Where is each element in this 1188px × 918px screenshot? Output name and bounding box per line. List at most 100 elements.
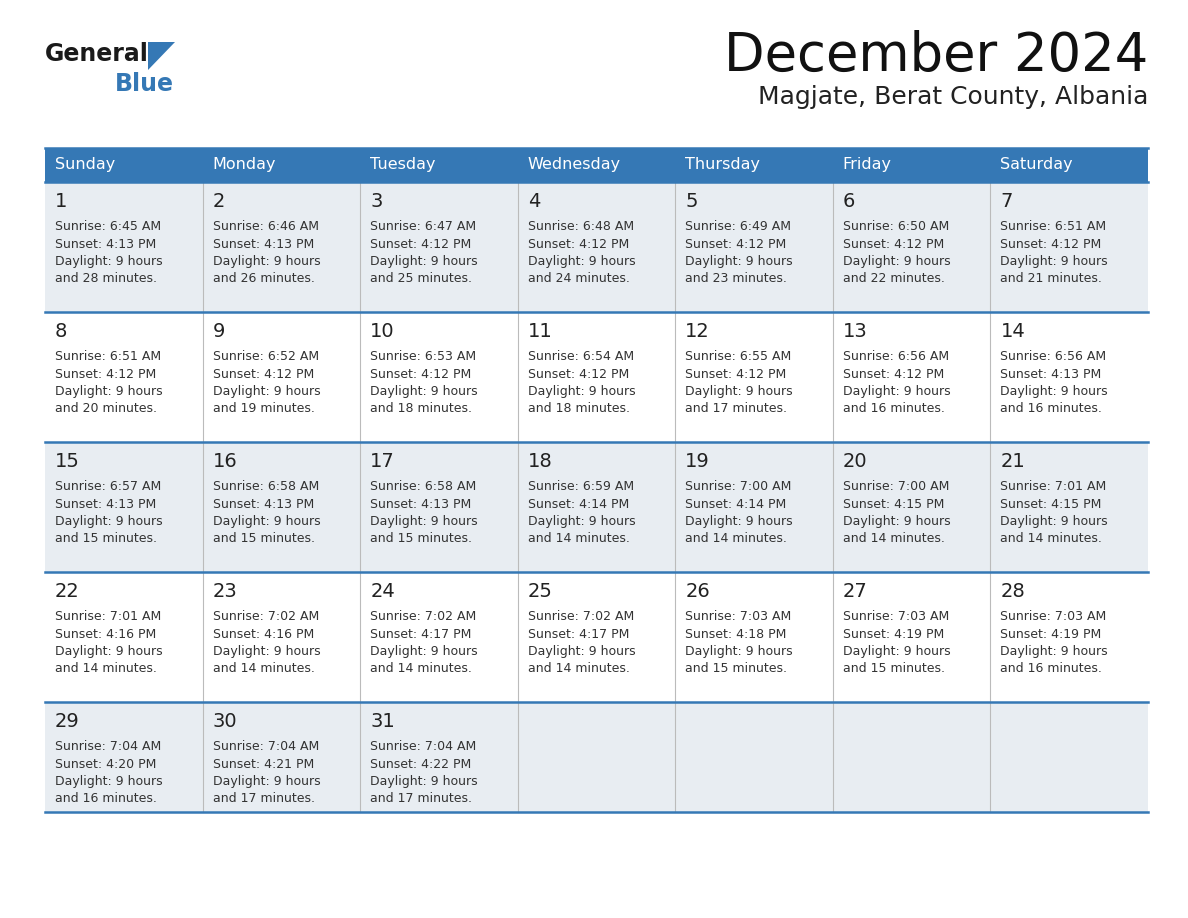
FancyBboxPatch shape	[45, 312, 203, 442]
Text: 10: 10	[371, 322, 394, 341]
FancyBboxPatch shape	[360, 312, 518, 442]
Text: Daylight: 9 hours: Daylight: 9 hours	[1000, 255, 1108, 268]
Text: Sunset: 4:13 PM: Sunset: 4:13 PM	[371, 498, 472, 510]
Text: Sunset: 4:13 PM: Sunset: 4:13 PM	[1000, 367, 1101, 380]
Text: 23: 23	[213, 582, 238, 601]
FancyBboxPatch shape	[518, 442, 675, 572]
Text: Friday: Friday	[842, 158, 892, 173]
Text: Sunset: 4:13 PM: Sunset: 4:13 PM	[55, 238, 157, 251]
Text: 1: 1	[55, 192, 68, 211]
FancyBboxPatch shape	[833, 442, 991, 572]
Text: Sunset: 4:13 PM: Sunset: 4:13 PM	[55, 498, 157, 510]
Text: Daylight: 9 hours: Daylight: 9 hours	[213, 385, 321, 398]
Text: Daylight: 9 hours: Daylight: 9 hours	[685, 645, 792, 658]
Text: and 22 minutes.: and 22 minutes.	[842, 273, 944, 285]
Text: Daylight: 9 hours: Daylight: 9 hours	[685, 255, 792, 268]
FancyBboxPatch shape	[45, 702, 203, 812]
Text: and 14 minutes.: and 14 minutes.	[371, 663, 472, 676]
Text: Daylight: 9 hours: Daylight: 9 hours	[371, 775, 478, 788]
FancyBboxPatch shape	[45, 572, 203, 702]
Text: and 28 minutes.: and 28 minutes.	[55, 273, 157, 285]
Text: Sunrise: 6:56 AM: Sunrise: 6:56 AM	[842, 350, 949, 363]
Text: Sunrise: 6:50 AM: Sunrise: 6:50 AM	[842, 220, 949, 233]
Text: Daylight: 9 hours: Daylight: 9 hours	[842, 515, 950, 528]
Text: Sunrise: 7:02 AM: Sunrise: 7:02 AM	[527, 610, 634, 623]
FancyBboxPatch shape	[45, 442, 203, 572]
Text: Sunrise: 6:47 AM: Sunrise: 6:47 AM	[371, 220, 476, 233]
Text: Daylight: 9 hours: Daylight: 9 hours	[55, 385, 163, 398]
Text: 29: 29	[55, 712, 80, 731]
Text: and 15 minutes.: and 15 minutes.	[685, 663, 788, 676]
Text: 26: 26	[685, 582, 710, 601]
FancyBboxPatch shape	[518, 182, 675, 312]
FancyBboxPatch shape	[675, 442, 833, 572]
Text: Sunset: 4:17 PM: Sunset: 4:17 PM	[527, 628, 630, 641]
Text: 3: 3	[371, 192, 383, 211]
Text: Sunrise: 7:04 AM: Sunrise: 7:04 AM	[213, 740, 318, 753]
Text: 27: 27	[842, 582, 867, 601]
Text: and 16 minutes.: and 16 minutes.	[55, 792, 157, 805]
Text: Sunset: 4:13 PM: Sunset: 4:13 PM	[213, 238, 314, 251]
Text: 20: 20	[842, 452, 867, 471]
Text: and 17 minutes.: and 17 minutes.	[685, 402, 788, 416]
FancyBboxPatch shape	[203, 572, 360, 702]
Text: and 14 minutes.: and 14 minutes.	[1000, 532, 1102, 545]
Text: and 17 minutes.: and 17 minutes.	[213, 792, 315, 805]
FancyBboxPatch shape	[675, 702, 833, 812]
Text: Sunrise: 7:03 AM: Sunrise: 7:03 AM	[1000, 610, 1107, 623]
FancyBboxPatch shape	[45, 182, 203, 312]
Text: Daylight: 9 hours: Daylight: 9 hours	[685, 515, 792, 528]
Text: Daylight: 9 hours: Daylight: 9 hours	[1000, 385, 1108, 398]
Text: and 14 minutes.: and 14 minutes.	[842, 532, 944, 545]
Text: Sunrise: 7:02 AM: Sunrise: 7:02 AM	[371, 610, 476, 623]
Text: Monday: Monday	[213, 158, 276, 173]
Text: Sunrise: 7:00 AM: Sunrise: 7:00 AM	[685, 480, 791, 493]
Text: Daylight: 9 hours: Daylight: 9 hours	[55, 645, 163, 658]
Text: Saturday: Saturday	[1000, 158, 1073, 173]
FancyBboxPatch shape	[833, 572, 991, 702]
Text: Sunset: 4:12 PM: Sunset: 4:12 PM	[55, 367, 157, 380]
Text: Sunset: 4:12 PM: Sunset: 4:12 PM	[842, 238, 944, 251]
Text: Sunrise: 6:58 AM: Sunrise: 6:58 AM	[213, 480, 318, 493]
FancyBboxPatch shape	[518, 148, 675, 182]
FancyBboxPatch shape	[360, 148, 518, 182]
Text: Daylight: 9 hours: Daylight: 9 hours	[527, 385, 636, 398]
Text: 11: 11	[527, 322, 552, 341]
Text: Sunrise: 7:04 AM: Sunrise: 7:04 AM	[55, 740, 162, 753]
Text: Sunset: 4:14 PM: Sunset: 4:14 PM	[527, 498, 628, 510]
Text: 17: 17	[371, 452, 394, 471]
Text: and 14 minutes.: and 14 minutes.	[527, 532, 630, 545]
Text: Sunset: 4:12 PM: Sunset: 4:12 PM	[527, 238, 628, 251]
FancyBboxPatch shape	[675, 182, 833, 312]
Text: Daylight: 9 hours: Daylight: 9 hours	[213, 515, 321, 528]
Text: 8: 8	[55, 322, 68, 341]
Text: Sunset: 4:17 PM: Sunset: 4:17 PM	[371, 628, 472, 641]
Text: Daylight: 9 hours: Daylight: 9 hours	[842, 385, 950, 398]
Text: Sunset: 4:12 PM: Sunset: 4:12 PM	[685, 367, 786, 380]
Text: 9: 9	[213, 322, 225, 341]
FancyBboxPatch shape	[991, 702, 1148, 812]
Text: Thursday: Thursday	[685, 158, 760, 173]
FancyBboxPatch shape	[518, 572, 675, 702]
Text: Sunset: 4:12 PM: Sunset: 4:12 PM	[842, 367, 944, 380]
Text: Daylight: 9 hours: Daylight: 9 hours	[527, 645, 636, 658]
FancyBboxPatch shape	[203, 442, 360, 572]
Text: Daylight: 9 hours: Daylight: 9 hours	[371, 645, 478, 658]
Text: Sunrise: 6:54 AM: Sunrise: 6:54 AM	[527, 350, 634, 363]
Text: Sunrise: 7:01 AM: Sunrise: 7:01 AM	[1000, 480, 1107, 493]
Text: Sunset: 4:13 PM: Sunset: 4:13 PM	[213, 498, 314, 510]
Text: Daylight: 9 hours: Daylight: 9 hours	[371, 515, 478, 528]
Text: 14: 14	[1000, 322, 1025, 341]
Text: 2: 2	[213, 192, 225, 211]
FancyBboxPatch shape	[991, 572, 1148, 702]
Text: Sunrise: 6:45 AM: Sunrise: 6:45 AM	[55, 220, 162, 233]
Text: Sunset: 4:21 PM: Sunset: 4:21 PM	[213, 757, 314, 770]
FancyBboxPatch shape	[991, 182, 1148, 312]
FancyBboxPatch shape	[360, 182, 518, 312]
Text: Daylight: 9 hours: Daylight: 9 hours	[55, 255, 163, 268]
Text: and 15 minutes.: and 15 minutes.	[55, 532, 157, 545]
FancyBboxPatch shape	[360, 442, 518, 572]
Text: 24: 24	[371, 582, 394, 601]
Text: Sunrise: 6:51 AM: Sunrise: 6:51 AM	[1000, 220, 1106, 233]
Text: Sunrise: 6:46 AM: Sunrise: 6:46 AM	[213, 220, 318, 233]
